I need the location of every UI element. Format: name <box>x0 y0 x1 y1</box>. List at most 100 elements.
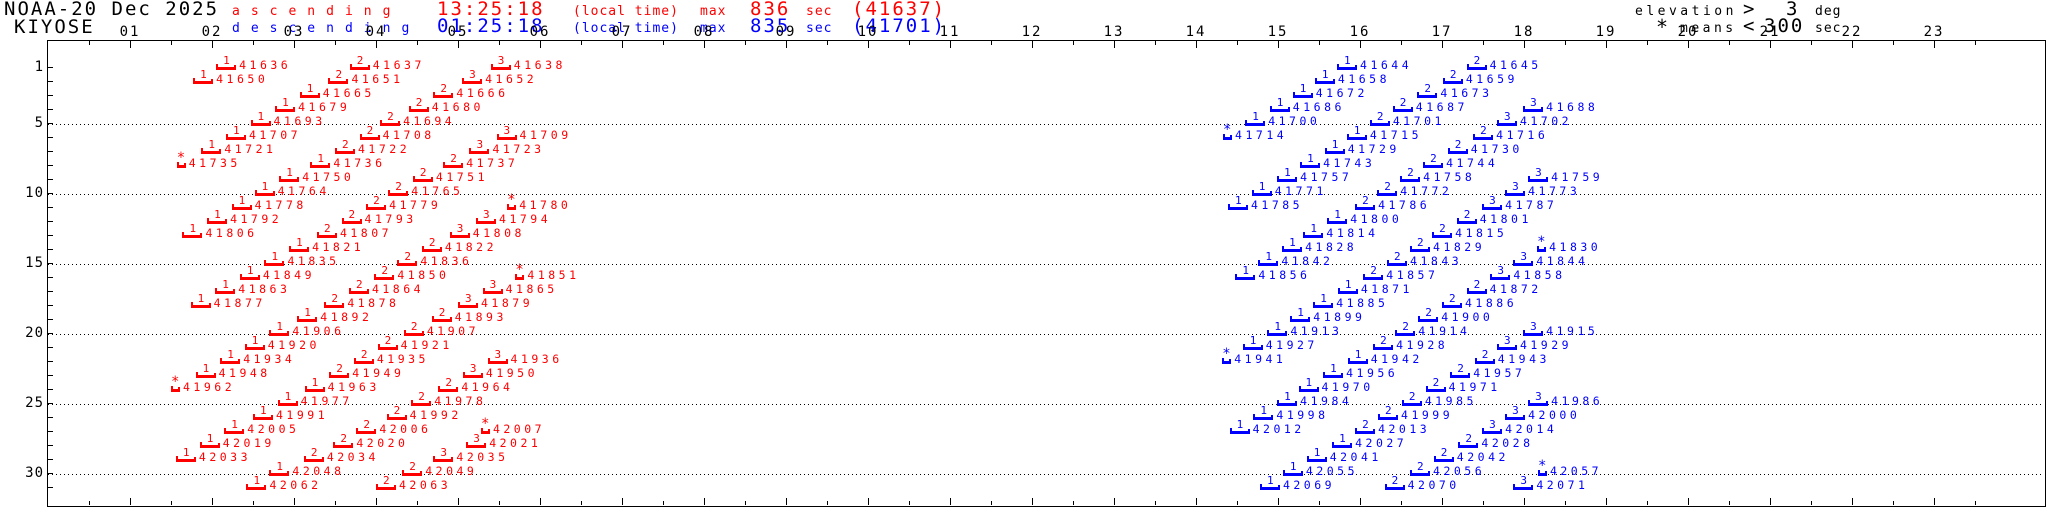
pass-orbit-number: 41963 <box>327 380 380 394</box>
half-hour-tick-bottom <box>253 501 254 505</box>
hour-label: 01 <box>119 24 141 40</box>
hour-tick-top <box>1032 41 1033 48</box>
hour-tick-bottom <box>1934 498 1935 505</box>
pass-duration-bar <box>1314 78 1335 84</box>
pass-number: 2 <box>335 68 343 81</box>
pass-orbit-number: 42035 <box>456 450 509 464</box>
half-hour-tick-top <box>991 41 992 45</box>
pass-number: 3 <box>1512 180 1519 193</box>
pass-number: 2 <box>428 236 436 249</box>
pass-duration-bar <box>469 148 490 154</box>
pass-number: 3 <box>497 54 505 67</box>
pass-orbit-number: 41850 <box>397 268 450 282</box>
pass-number: 1 <box>1339 432 1346 445</box>
half-hour-tick-top <box>1975 41 1976 45</box>
hour-tick-bottom <box>1278 498 1279 505</box>
pass-duration-bar <box>1377 190 1398 196</box>
pass-number: 2 <box>1394 250 1401 263</box>
pass-orbit-number: 41793 <box>364 212 417 226</box>
pass-number: 2 <box>395 180 402 193</box>
pass-duration-bar <box>277 400 298 406</box>
pass-number: 2 <box>418 390 425 403</box>
pass-number: 2 <box>355 278 363 291</box>
pass-duration-bar <box>215 288 236 294</box>
ascending-max-label: max <box>700 4 727 19</box>
pass-orbit-number: 41991 <box>276 408 329 422</box>
hour-label: 03 <box>283 24 305 40</box>
pass-orbit-number: 41892 <box>320 310 373 324</box>
elevation-note-value: 3 <box>1786 0 1800 20</box>
pass-duration-bar <box>1332 442 1353 448</box>
day-tick <box>48 151 53 152</box>
pass-number: 2 <box>1407 166 1414 179</box>
pass-duration-bar <box>335 148 355 154</box>
pass-orbit-number: 41701 <box>1392 114 1445 128</box>
half-hour-tick-bottom <box>1401 501 1402 505</box>
pass-orbit-number: 41644 <box>1360 58 1413 72</box>
pass-number: 3 <box>1503 110 1511 123</box>
pass-orbit-number: 41886 <box>1465 296 1518 310</box>
pass-number: 2 <box>409 460 416 473</box>
pass-number: 1 <box>1354 348 1362 361</box>
pass-orbit-number: 41942 <box>1370 352 1423 366</box>
threshold-note-word: means <box>1680 21 1737 36</box>
pass-duration-bar <box>1300 162 1321 168</box>
hour-tick-bottom <box>1688 498 1689 505</box>
pass-orbit-number: 41636 <box>239 58 292 72</box>
threshold-note-unit: sec <box>1815 21 1842 36</box>
pass-number: 1 <box>1234 194 1242 207</box>
pass-orbit-number: 42041 <box>1329 450 1382 464</box>
pass-duration-bar <box>458 302 478 308</box>
half-hour-tick-top <box>1893 41 1894 45</box>
half-hour-tick-top <box>1319 41 1320 45</box>
half-hour-tick-bottom <box>335 501 336 505</box>
pass-duration-bar <box>328 78 349 84</box>
descending-max-orbit: (41701) <box>852 15 947 37</box>
pass-number: 2 <box>450 152 457 165</box>
pass-duration-bar <box>1267 330 1288 336</box>
pass-number: 1 <box>227 348 234 361</box>
hour-tick-top <box>1934 41 1935 48</box>
pass-number: 1 <box>251 334 259 347</box>
pass-duration-bar <box>289 246 310 252</box>
hour-label: 06 <box>529 24 551 40</box>
pass-number: 3 <box>1512 404 1519 417</box>
pass-duration-bar <box>376 484 396 490</box>
hour-tick-top <box>1196 41 1197 48</box>
pass-number: 3 <box>1520 250 1527 263</box>
pass-duration-bar <box>1313 302 1334 308</box>
pass-duration-bar <box>1277 400 1298 406</box>
pass-orbit-number: 41806 <box>205 226 258 240</box>
pass-number: 1 <box>1249 334 1257 347</box>
hour-tick-bottom <box>458 498 459 505</box>
pass-duration-bar <box>1251 190 1272 196</box>
pass-duration-bar <box>1242 344 1263 350</box>
pass-orbit-number: 42020 <box>356 436 409 450</box>
pass-orbit-number: 41844 <box>1536 254 1589 268</box>
pass-orbit-number: 41780 <box>519 198 572 212</box>
pass-orbit-number: 41729 <box>1347 142 1400 156</box>
pass-number: 1 <box>284 390 292 403</box>
pass-orbit-number: 41999 <box>1401 408 1454 422</box>
half-hour-tick-top <box>581 41 582 45</box>
hour-tick-bottom <box>294 498 295 505</box>
pass-number: 2 <box>1399 96 1407 109</box>
pass-duration-bar <box>1378 414 1399 420</box>
pass-orbit-number: 42006 <box>379 422 432 436</box>
pass-number: 1 <box>1353 124 1361 137</box>
pass-duration-bar <box>176 162 186 168</box>
pass-orbit-number: 41914 <box>1418 324 1471 338</box>
pass-duration-bar <box>1223 134 1233 140</box>
half-hour-tick-top <box>1073 41 1074 45</box>
pass-duration-bar <box>224 428 245 434</box>
pass-duration-bar <box>1513 484 1534 490</box>
pass-duration-bar <box>386 414 407 420</box>
ascending-label: ascending <box>232 4 402 19</box>
day-tick <box>48 235 53 236</box>
pass-duration-bar <box>246 484 267 490</box>
pass-duration-bar <box>1458 442 1479 448</box>
pass-duration-bar <box>1523 330 1544 336</box>
pass-duration-bar <box>201 148 222 154</box>
